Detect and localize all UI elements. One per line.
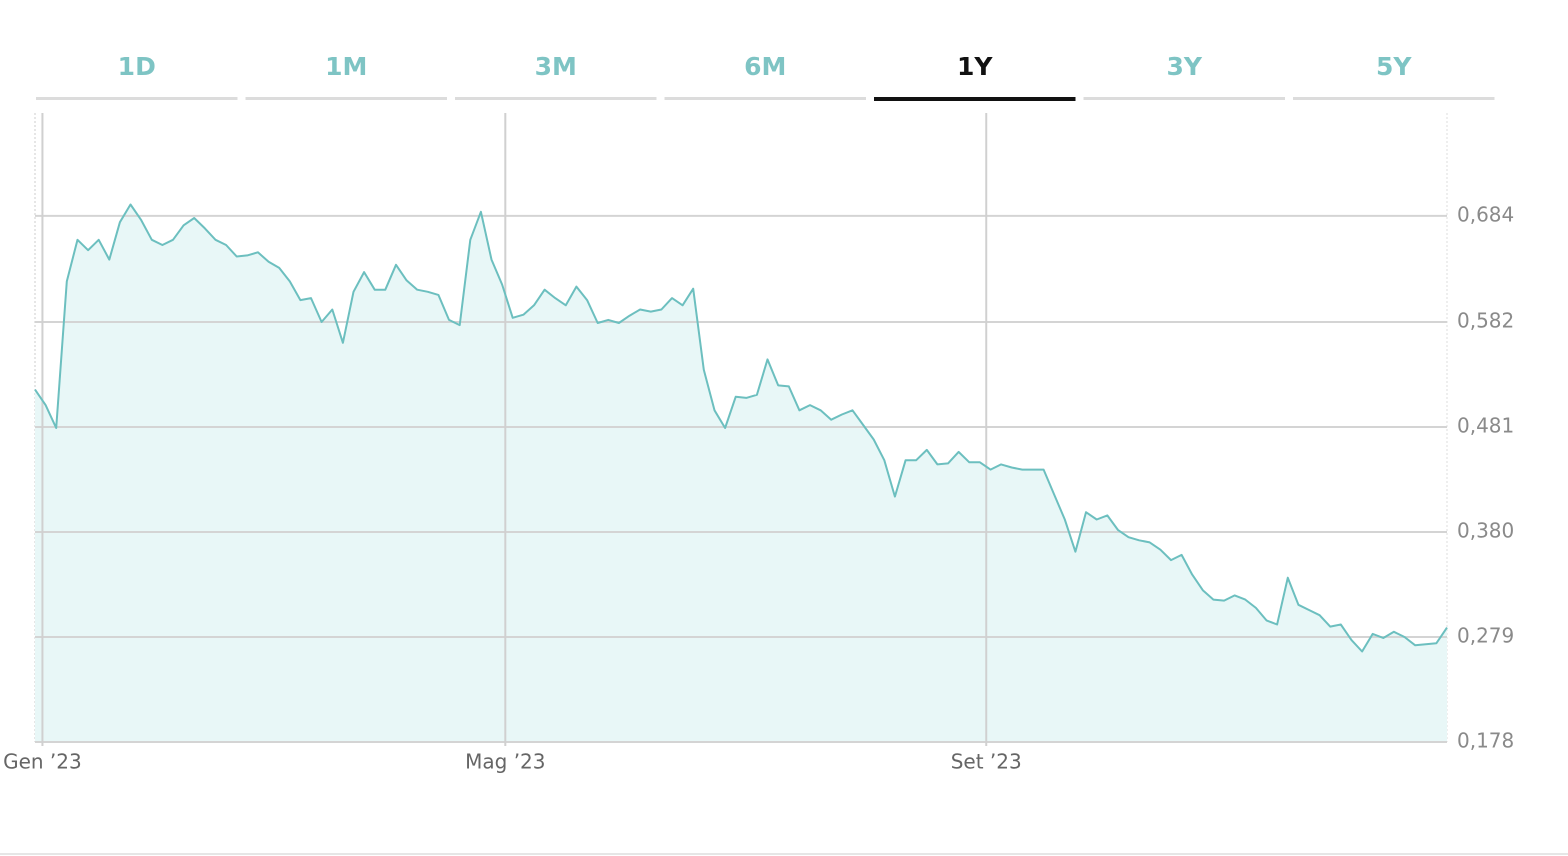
- y-tick-label: 0,380: [1457, 518, 1514, 542]
- tab-underline[interactable]: [664, 97, 867, 100]
- tab-underline[interactable]: [874, 97, 1076, 101]
- tab-underline[interactable]: [455, 97, 657, 100]
- tab-label[interactable]: 1Y: [957, 52, 993, 81]
- tab-label[interactable]: 1M: [325, 52, 367, 81]
- tab-label[interactable]: 5Y: [1376, 52, 1412, 81]
- tab-underline[interactable]: [1083, 97, 1286, 100]
- tab-label[interactable]: 1D: [118, 52, 156, 81]
- y-tick-label: 0,582: [1457, 308, 1514, 332]
- x-tick-label: Mag ’23: [465, 750, 545, 774]
- tab-underline[interactable]: [36, 97, 238, 100]
- y-tick-label: 0,481: [1457, 413, 1514, 437]
- area-fill: [35, 204, 1447, 742]
- x-tick-label: Set ’23: [951, 750, 1022, 774]
- tab-label[interactable]: 6M: [744, 52, 786, 81]
- x-tick-label: Gen ’23: [3, 750, 82, 774]
- tab-label[interactable]: 3Y: [1167, 52, 1203, 81]
- price-line: [34, 203, 1448, 653]
- y-tick-label: 0,178: [1457, 729, 1514, 753]
- tab-label[interactable]: 3M: [535, 52, 577, 81]
- tab-underline[interactable]: [1293, 97, 1495, 100]
- tab-underline[interactable]: [245, 97, 448, 100]
- y-tick-label: 0,279: [1457, 623, 1514, 647]
- y-tick-label: 0,684: [1457, 202, 1514, 226]
